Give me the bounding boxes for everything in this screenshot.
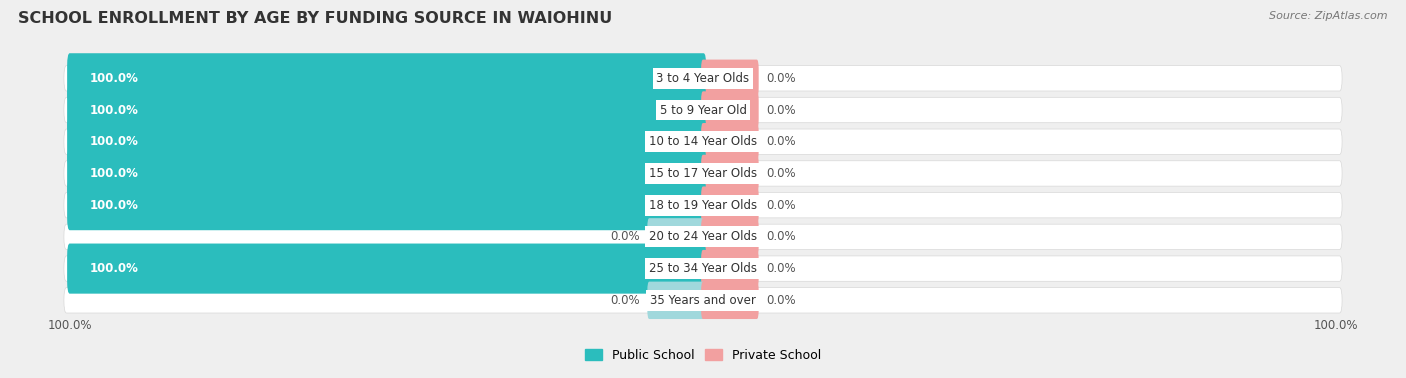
Text: 0.0%: 0.0% (766, 230, 796, 243)
FancyBboxPatch shape (67, 53, 706, 103)
FancyBboxPatch shape (702, 218, 759, 256)
FancyBboxPatch shape (67, 149, 706, 198)
Text: 100.0%: 100.0% (90, 262, 138, 275)
FancyBboxPatch shape (67, 85, 706, 135)
FancyBboxPatch shape (67, 117, 706, 167)
Text: Source: ZipAtlas.com: Source: ZipAtlas.com (1270, 11, 1388, 21)
Text: 18 to 19 Year Olds: 18 to 19 Year Olds (650, 199, 756, 212)
FancyBboxPatch shape (702, 282, 759, 319)
Text: 100.0%: 100.0% (48, 319, 93, 332)
FancyBboxPatch shape (63, 66, 1343, 91)
FancyBboxPatch shape (67, 243, 706, 294)
Text: 0.0%: 0.0% (766, 294, 796, 307)
Text: 100.0%: 100.0% (1313, 319, 1358, 332)
FancyBboxPatch shape (63, 129, 1343, 155)
Text: 0.0%: 0.0% (610, 294, 640, 307)
FancyBboxPatch shape (63, 256, 1343, 281)
FancyBboxPatch shape (63, 288, 1343, 313)
Text: 20 to 24 Year Olds: 20 to 24 Year Olds (650, 230, 756, 243)
Text: 3 to 4 Year Olds: 3 to 4 Year Olds (657, 72, 749, 85)
FancyBboxPatch shape (647, 282, 704, 319)
FancyBboxPatch shape (63, 224, 1343, 249)
FancyBboxPatch shape (702, 123, 759, 160)
Text: 0.0%: 0.0% (610, 230, 640, 243)
Text: 100.0%: 100.0% (90, 167, 138, 180)
FancyBboxPatch shape (702, 91, 759, 129)
Text: 25 to 34 Year Olds: 25 to 34 Year Olds (650, 262, 756, 275)
Text: 0.0%: 0.0% (766, 104, 796, 116)
Text: 0.0%: 0.0% (766, 135, 796, 148)
FancyBboxPatch shape (63, 161, 1343, 186)
FancyBboxPatch shape (702, 250, 759, 287)
Text: 15 to 17 Year Olds: 15 to 17 Year Olds (650, 167, 756, 180)
Text: 100.0%: 100.0% (90, 135, 138, 148)
Text: 100.0%: 100.0% (90, 104, 138, 116)
Legend: Public School, Private School: Public School, Private School (579, 344, 827, 367)
Text: 100.0%: 100.0% (90, 199, 138, 212)
Text: 10 to 14 Year Olds: 10 to 14 Year Olds (650, 135, 756, 148)
Text: 35 Years and over: 35 Years and over (650, 294, 756, 307)
FancyBboxPatch shape (63, 97, 1343, 123)
FancyBboxPatch shape (702, 60, 759, 97)
Text: 0.0%: 0.0% (766, 199, 796, 212)
FancyBboxPatch shape (67, 180, 706, 230)
FancyBboxPatch shape (702, 155, 759, 192)
Text: SCHOOL ENROLLMENT BY AGE BY FUNDING SOURCE IN WAIOHINU: SCHOOL ENROLLMENT BY AGE BY FUNDING SOUR… (18, 11, 613, 26)
Text: 0.0%: 0.0% (766, 262, 796, 275)
Text: 100.0%: 100.0% (90, 72, 138, 85)
FancyBboxPatch shape (702, 186, 759, 224)
Text: 0.0%: 0.0% (766, 72, 796, 85)
FancyBboxPatch shape (63, 192, 1343, 218)
Text: 0.0%: 0.0% (766, 167, 796, 180)
Text: 5 to 9 Year Old: 5 to 9 Year Old (659, 104, 747, 116)
FancyBboxPatch shape (647, 218, 704, 256)
